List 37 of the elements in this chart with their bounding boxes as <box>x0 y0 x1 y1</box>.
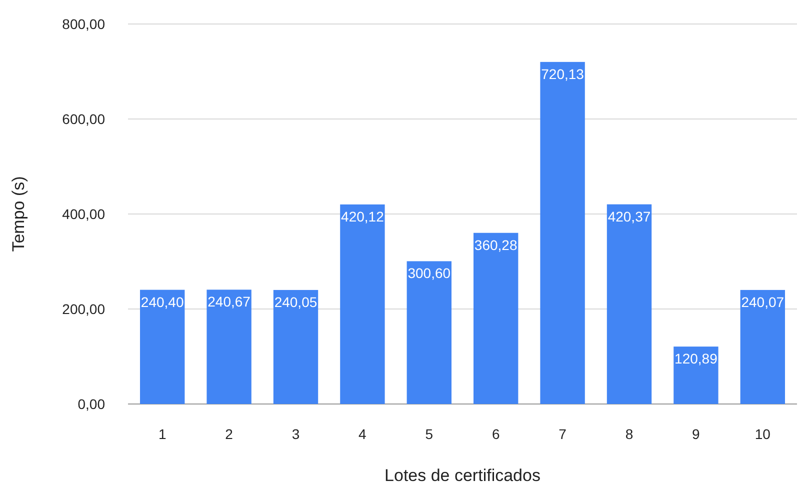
x-tick-label: 7 <box>558 426 567 442</box>
data-label: 120,89 <box>674 350 718 367</box>
bar <box>206 290 252 404</box>
data-label: 360,28 <box>474 236 518 253</box>
y-tick-label: 200,00 <box>62 301 106 317</box>
x-axis-title: Lotes de certificados <box>384 466 540 485</box>
y-tick-label: 800,00 <box>62 16 106 32</box>
bar <box>540 62 585 404</box>
bar <box>606 204 652 404</box>
data-label: 420,37 <box>608 208 651 224</box>
data-label: 240,40 <box>140 294 184 310</box>
y-tick-label: 600,00 <box>62 111 106 127</box>
x-tick-label: 3 <box>292 426 300 442</box>
data-label: 300,60 <box>408 265 451 282</box>
bar <box>340 204 385 404</box>
data-label: 720,13 <box>541 66 584 82</box>
x-tick-label: 9 <box>692 426 700 442</box>
x-tick-label: 1 <box>158 426 166 442</box>
bar <box>140 290 185 404</box>
bar <box>406 261 452 404</box>
x-tick-label: 4 <box>358 426 367 442</box>
bar <box>474 232 518 404</box>
bar <box>273 290 318 404</box>
x-tick-label: 8 <box>625 426 634 442</box>
data-label: 240,67 <box>208 294 251 310</box>
bar <box>674 346 718 404</box>
data-label: 240,05 <box>274 294 318 310</box>
y-tick-label: 0,00 <box>78 396 106 412</box>
x-tick-label: 2 <box>225 426 234 442</box>
data-label: 420,12 <box>341 208 384 224</box>
x-tick-label: 10 <box>754 426 771 442</box>
x-tick-label: 5 <box>425 426 434 442</box>
bar <box>740 290 785 404</box>
data-label: 240,07 <box>741 294 784 310</box>
y-tick-label: 400,00 <box>62 206 106 222</box>
y-axis-title: Tempo (s) <box>9 176 28 252</box>
x-tick-label: 6 <box>492 426 500 442</box>
